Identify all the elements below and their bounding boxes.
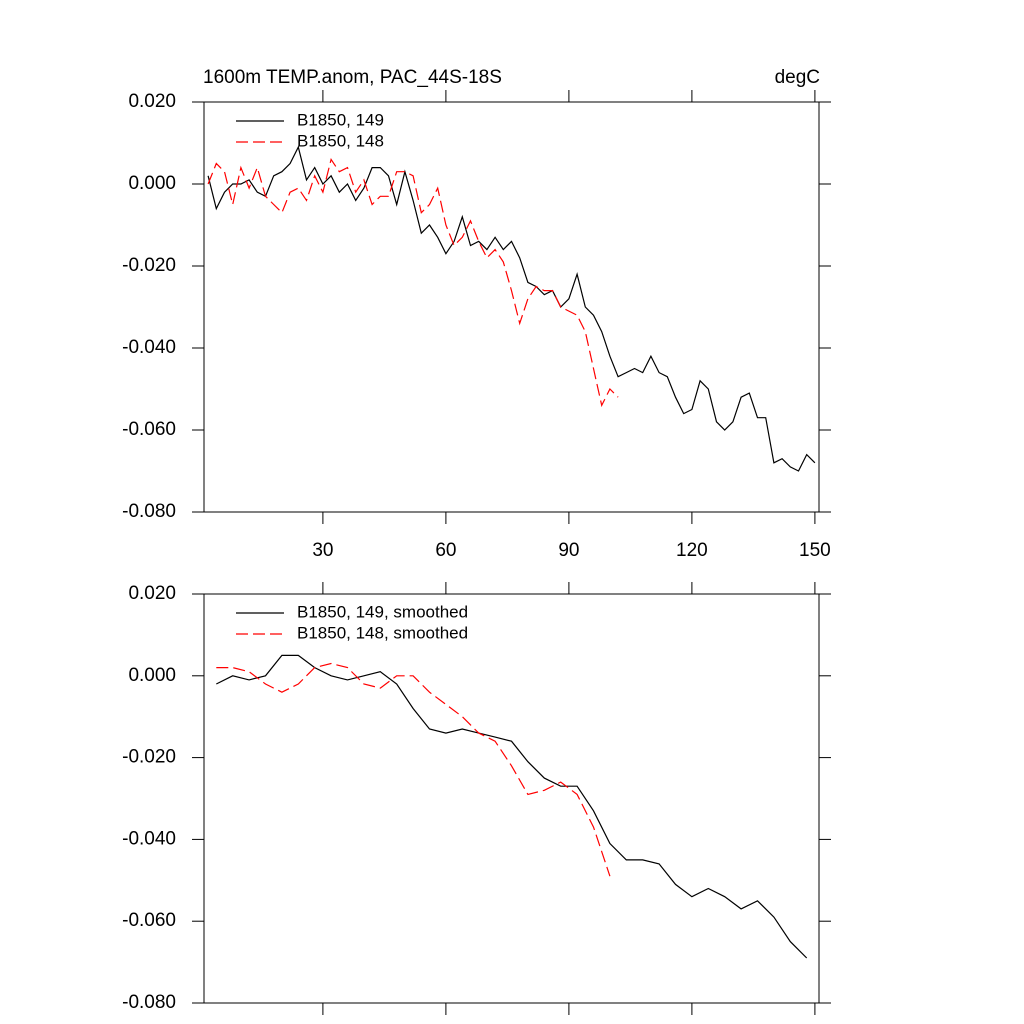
units-label: degC: [775, 67, 820, 88]
series-line: [216, 654, 808, 959]
y-tick-label: -0.060: [122, 910, 176, 931]
series-line: [207, 145, 816, 472]
legend-label: B1850, 149, smoothed: [297, 602, 468, 621]
x-tick-label: 30: [312, 540, 333, 561]
y-tick-label: -0.060: [122, 419, 176, 440]
y-tick-label: -0.040: [122, 828, 176, 849]
x-tick-label: 60: [435, 540, 456, 561]
series-line: [216, 662, 611, 877]
chart-title: 1600m TEMP.anom, PAC_44S-18S: [203, 67, 502, 88]
series-line: [207, 157, 619, 408]
y-tick-label: -0.080: [122, 501, 176, 522]
y-tick-label: -0.080: [122, 992, 176, 1013]
legend-label: B1850, 149: [297, 110, 384, 129]
legend-label: B1850, 148: [297, 131, 384, 150]
y-tick-label: -0.040: [122, 337, 176, 358]
x-tick-label: 150: [799, 540, 831, 561]
y-tick-label: 0.020: [128, 91, 176, 112]
y-tick-label: 0.000: [128, 665, 176, 686]
y-tick-label: -0.020: [122, 255, 176, 276]
y-tick-label: -0.020: [122, 747, 176, 768]
plot-frame: [203, 593, 820, 1004]
x-tick-label: 120: [676, 540, 708, 561]
legend-label: B1850, 148, smoothed: [297, 623, 468, 642]
plot-frame: [203, 101, 820, 513]
x-tick-label: 90: [558, 540, 579, 561]
y-tick-label: 0.000: [128, 173, 176, 194]
y-tick-label: 0.020: [128, 583, 176, 604]
